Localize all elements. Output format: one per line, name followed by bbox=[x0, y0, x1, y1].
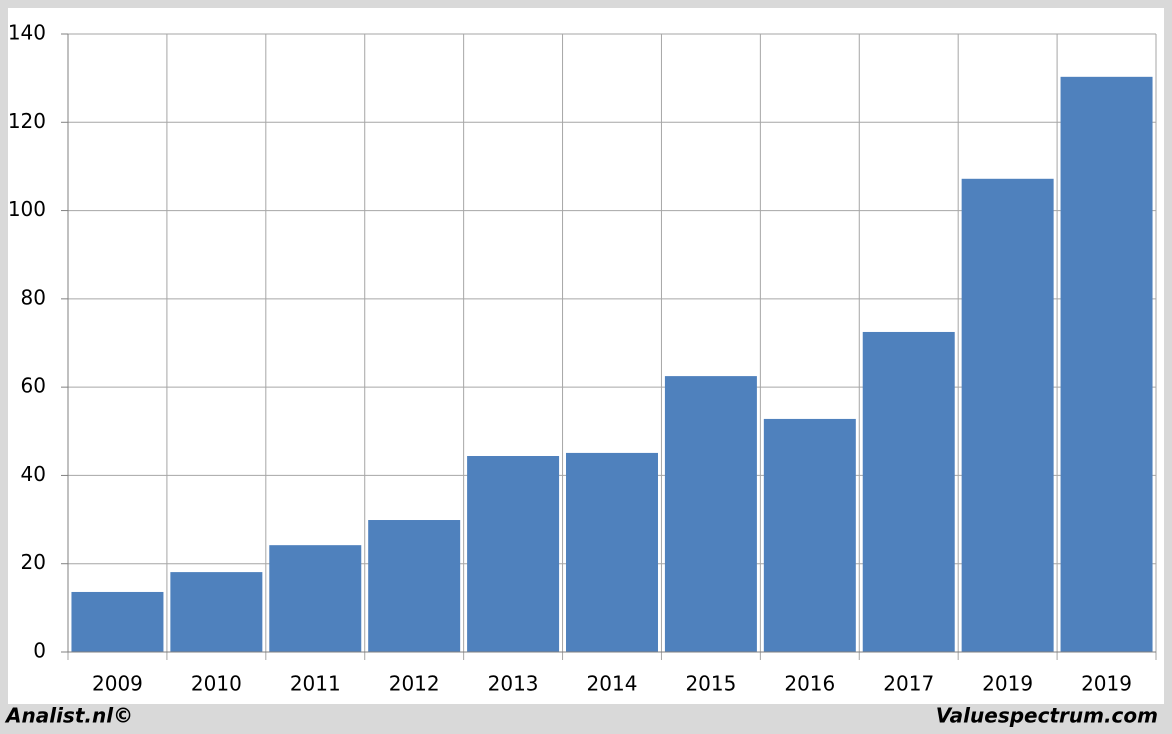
x-tick-label: 2017 bbox=[883, 672, 934, 696]
footer-left: Analist.nl© bbox=[4, 704, 133, 728]
y-tick-label: 40 bbox=[21, 462, 46, 486]
bar bbox=[664, 376, 757, 652]
x-tick-label: 2012 bbox=[389, 672, 440, 696]
footer-right: Valuespectrum.com bbox=[936, 704, 1158, 728]
x-tick-label: 2019 bbox=[982, 672, 1033, 696]
bar bbox=[467, 456, 560, 652]
y-tick-label: 120 bbox=[8, 109, 46, 133]
y-tick-label: 60 bbox=[21, 374, 46, 398]
bar bbox=[763, 418, 856, 652]
x-tick-label: 2013 bbox=[488, 672, 539, 696]
bar bbox=[961, 178, 1054, 652]
bar bbox=[71, 591, 164, 652]
y-tick-label: 0 bbox=[33, 639, 46, 663]
x-tick-label: 2019 bbox=[1081, 672, 1132, 696]
x-tick-label: 2010 bbox=[191, 672, 242, 696]
bar bbox=[269, 545, 362, 652]
x-tick-label: 2014 bbox=[587, 672, 638, 696]
bar bbox=[566, 452, 658, 652]
bar bbox=[368, 520, 461, 652]
y-tick-label: 100 bbox=[8, 197, 46, 221]
y-tick-label: 20 bbox=[21, 550, 46, 574]
bar bbox=[862, 331, 955, 652]
x-tick-label: 2011 bbox=[290, 672, 341, 696]
x-tick-label: 2016 bbox=[784, 672, 835, 696]
y-tick-label: 140 bbox=[8, 21, 46, 45]
x-tick-label: 2015 bbox=[685, 672, 736, 696]
bar bbox=[170, 572, 263, 652]
y-tick-label: 80 bbox=[21, 285, 46, 309]
bar bbox=[1060, 76, 1153, 652]
x-tick-label: 2009 bbox=[92, 672, 143, 696]
